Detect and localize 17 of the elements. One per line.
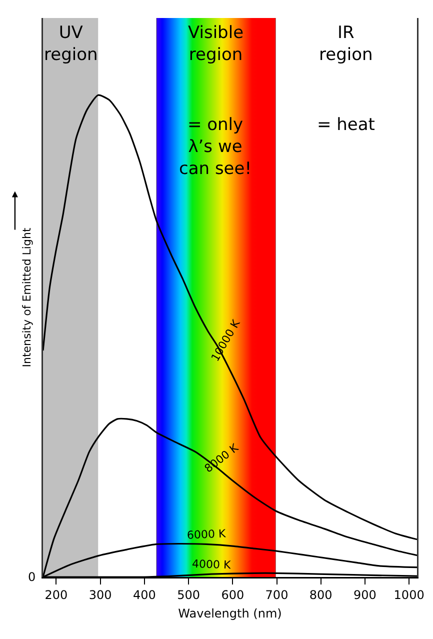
series-label: 6000 K xyxy=(186,527,227,542)
x-tick-label: 900 xyxy=(354,588,376,602)
x-tick-label: 500 xyxy=(177,588,200,602)
x-axis-title: Wavelength (nm) xyxy=(178,606,282,621)
x-tick-label: 1000 xyxy=(394,588,424,602)
x-tick-label: 400 xyxy=(132,588,156,602)
text: 0 xyxy=(28,570,36,584)
x-tick-label: 800 xyxy=(309,588,332,602)
annotation: = heat xyxy=(317,115,376,135)
y-axis-title: Intensity of Emitted Light xyxy=(20,227,34,368)
band-label: UV region xyxy=(44,23,98,66)
x-tick-label: 300 xyxy=(88,588,112,602)
x-tick-label: 200 xyxy=(44,588,68,602)
band-label: IR region xyxy=(319,23,373,66)
x-tick-label: 700 xyxy=(265,588,288,602)
series-label: 4000 K xyxy=(192,557,232,572)
x-tick-label: 600 xyxy=(221,588,244,602)
